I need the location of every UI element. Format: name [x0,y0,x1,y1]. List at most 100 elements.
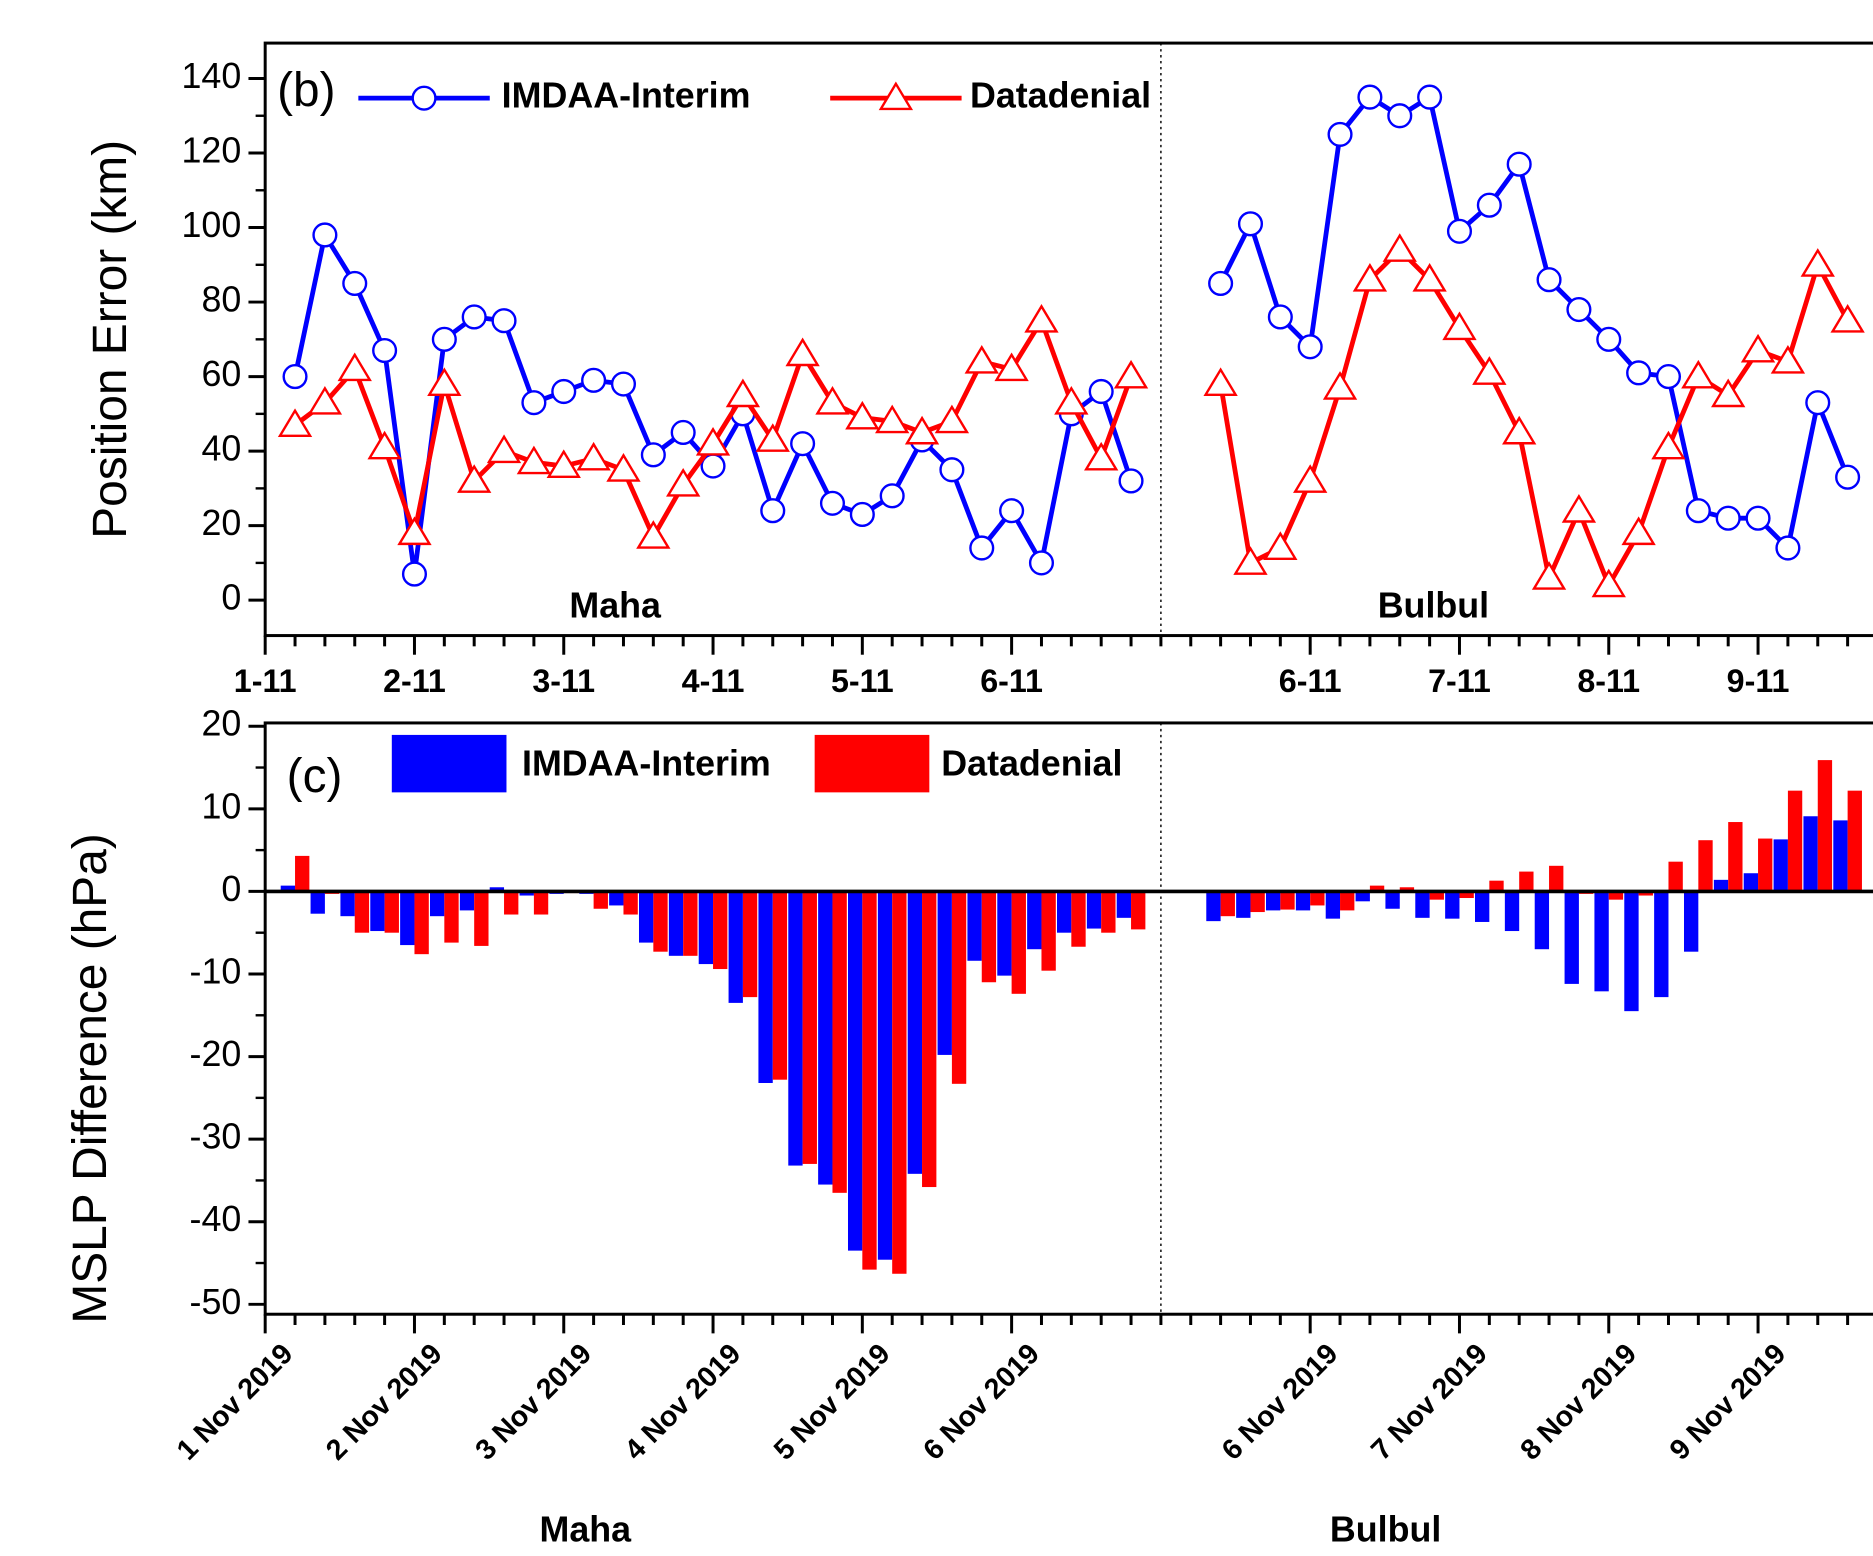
point [695,426,731,456]
bar [832,891,847,1193]
bar [698,891,714,965]
point [1536,267,1562,293]
point [849,501,875,528]
x-tick-label: 2 Nov 2019 [320,1338,449,1467]
point [461,304,487,330]
bar [1355,891,1370,902]
bar [474,891,489,946]
y-axis-title: MSLP Difference (hPa) [64,833,117,1323]
point [670,419,696,446]
x-tick-label: 8 Nov 2019 [1514,1338,1643,1467]
point [1208,270,1234,297]
point [307,385,343,415]
y-tick-label: 40 [201,429,241,469]
x-tick-label: 8-11 [1577,663,1640,699]
point [1596,326,1622,352]
bar [1668,861,1683,892]
point [546,449,581,478]
point [277,408,313,438]
bar [295,855,310,892]
point [1566,296,1592,323]
bar [1684,891,1699,952]
bar [1027,891,1042,950]
bar [802,891,817,1164]
legend-label: Datadenial [970,76,1151,116]
point [491,308,517,334]
bar [429,891,445,917]
point [934,404,970,434]
point [640,442,666,468]
point [904,415,940,445]
bar [1056,891,1072,933]
legend-marker [411,85,437,111]
bar [1847,790,1862,892]
bar [1236,891,1251,918]
bar [862,891,877,1270]
point [1835,464,1861,490]
point [636,520,671,549]
bar [668,891,684,956]
point [1685,498,1711,524]
x-tick-label: 6 Nov 2019 [917,1338,1046,1467]
x-tick-label: 9 Nov 2019 [1664,1338,1793,1467]
bar [1310,891,1325,906]
bar [1131,891,1146,930]
bar [400,891,415,946]
bar [742,891,758,998]
bar [1803,816,1818,892]
point [372,337,398,364]
point [1745,505,1771,531]
bar [1638,891,1653,896]
point [1412,263,1447,292]
y-tick-label: 80 [201,280,241,320]
bar [1504,891,1520,932]
bar [1654,891,1669,998]
y-tick-label: 0 [221,578,241,618]
point [1800,248,1835,277]
point [1715,505,1741,531]
bar [937,891,952,1055]
point [427,367,462,397]
x-tick-label: 1 Nov 2019 [171,1338,300,1467]
annotation: Maha [540,1510,633,1550]
point [1711,378,1746,408]
point [1830,304,1865,333]
point [606,453,641,482]
bar [1519,871,1534,892]
plot-frame [263,721,1873,1316]
point [1502,415,1537,445]
point [875,404,910,434]
bar [1280,891,1295,910]
bar [1608,891,1624,900]
bar [1445,891,1460,919]
point [1237,211,1264,237]
point [551,378,577,405]
bar [922,891,937,1188]
bar [713,891,728,970]
point [1352,263,1388,292]
bar [1265,891,1281,911]
bar [1399,887,1415,892]
point [666,467,701,497]
annotation: Maha [569,585,662,625]
y-tick-label: 140 [182,56,242,96]
y-tick-label: 120 [182,130,242,170]
bar [1833,820,1848,892]
bar [340,891,355,917]
y-tick-label: 60 [201,354,241,394]
legend-marker [878,81,914,111]
bar [653,891,668,952]
y-tick-label: -20 [190,1034,242,1074]
point [815,385,850,415]
point [939,457,965,483]
x-tick-label: 1-11 [234,663,297,699]
bar [1325,891,1341,919]
chart: 0 20 40 60 80 100 120 140 Position Error (km) 1-1… [84,41,1873,699]
bar [847,891,863,1251]
y-tick-label: -30 [190,1117,242,1157]
annotation: Bulbul [1378,585,1489,625]
point [1028,550,1055,576]
